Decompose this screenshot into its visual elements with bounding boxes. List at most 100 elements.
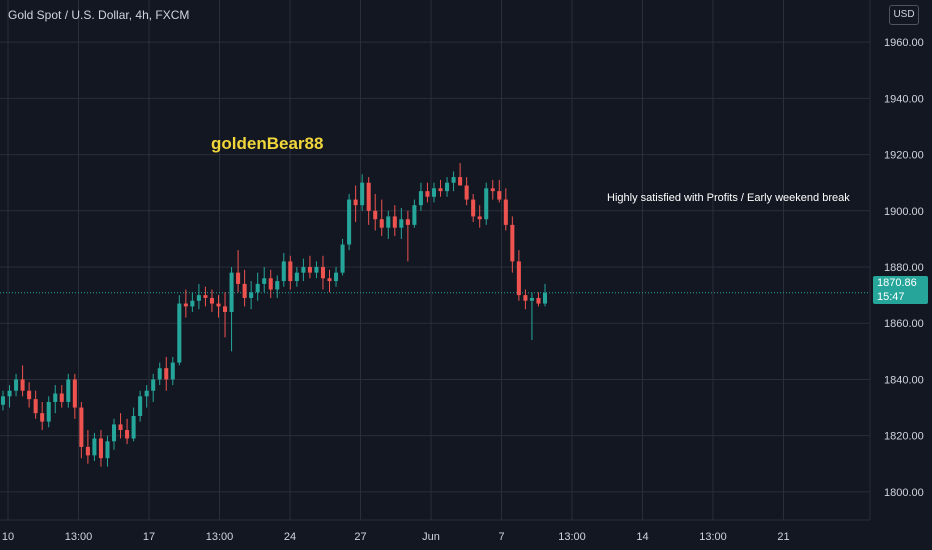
candle-body [477,216,482,220]
candle [111,418,117,450]
candle-body [484,188,489,220]
candle-body [40,413,45,422]
candle-body [314,267,319,273]
candle [412,199,417,228]
candle [523,289,528,310]
candle-body [72,379,77,408]
candle-body [379,219,384,228]
time-tick-label: 27 [354,531,366,543]
candle-body [118,424,123,431]
candle [216,295,221,318]
candle [14,373,19,397]
candle [516,250,521,301]
candle-body [131,416,136,439]
time-axis[interactable]: 10 13:00 17 13:00 24 27 Jun 7 13:00 14 13:00 21 [2,531,790,543]
candle [151,373,156,402]
time-tick-label: 14 [636,531,648,543]
candle [445,177,450,197]
candle-body [425,191,430,197]
candle-body [27,390,32,400]
candle [320,255,326,290]
candle [229,267,234,352]
candle [431,182,437,203]
candle-body [268,278,273,290]
time-tick-label: 21 [777,531,789,543]
candle-body [209,297,214,304]
time-tick-label: 17 [143,531,155,543]
candle [27,382,32,408]
candle-body [111,424,117,442]
candle [386,210,391,239]
candle [334,267,339,287]
candle-body [281,261,286,282]
price-tick-label: 1940.00 [884,93,924,105]
candle [0,390,6,411]
candle [40,401,45,431]
candle [484,182,489,225]
candle-body [451,177,456,183]
candle [59,385,64,408]
candle [190,292,195,312]
time-tick-label: 13:00 [699,531,727,543]
candles [0,163,548,467]
candle [307,255,312,279]
price-tick-label: 1820.00 [884,431,924,443]
time-tick-label: 7 [498,531,504,543]
price-tick-label: 1840.00 [884,374,924,386]
candle-body [523,295,528,301]
candle-body [529,297,534,301]
candle-body [242,283,247,298]
candle [164,356,169,391]
candle [268,269,273,298]
candle [222,292,228,338]
candle-body [222,306,228,312]
candle [399,208,404,239]
candle-body [373,210,378,220]
candle-body [164,368,169,380]
candle [275,275,280,298]
candle [379,199,384,237]
candle [138,390,143,422]
bar-countdown: 15:47 [877,291,905,303]
candle-body [79,407,84,447]
candle [314,261,319,279]
candle-body [203,295,208,298]
price-tick-label: 1880.00 [884,262,924,274]
price-tick-label: 1800.00 [884,487,924,499]
candle [294,267,299,287]
candle-body [353,199,358,206]
candle [301,258,306,282]
candle [510,216,515,273]
candle-body [490,188,495,192]
candle [497,179,502,203]
currency-button[interactable]: USD [889,5,919,25]
price-tick-label: 1900.00 [884,206,924,218]
grid-lines [0,0,870,520]
candle-body [20,379,25,391]
candle [392,205,397,237]
price-axis[interactable]: 1800.00 1820.00 1840.00 1860.00 1880.00 1900.… [884,37,924,499]
candle-body [125,430,130,439]
time-tick-label: 13:00 [65,531,93,543]
candle [503,188,508,231]
candle-body [503,199,508,225]
price-tick-label: 1860.00 [884,318,924,330]
candle [20,365,25,397]
candle [72,373,77,419]
candle [438,179,443,197]
author-watermark: goldenBear88 [211,134,324,153]
candle [458,163,463,186]
candle [471,193,476,223]
candle-body [347,199,352,245]
candle [203,286,208,307]
candle [79,401,84,459]
candle-body [177,303,182,363]
candle [464,177,469,206]
candle-body [399,219,404,228]
candle-body [138,396,143,416]
candle-body [405,219,410,225]
chart-annotation: Highly satisfied with Profits / Early we… [607,192,850,204]
candle-body [105,441,110,459]
candle-body [418,191,423,206]
